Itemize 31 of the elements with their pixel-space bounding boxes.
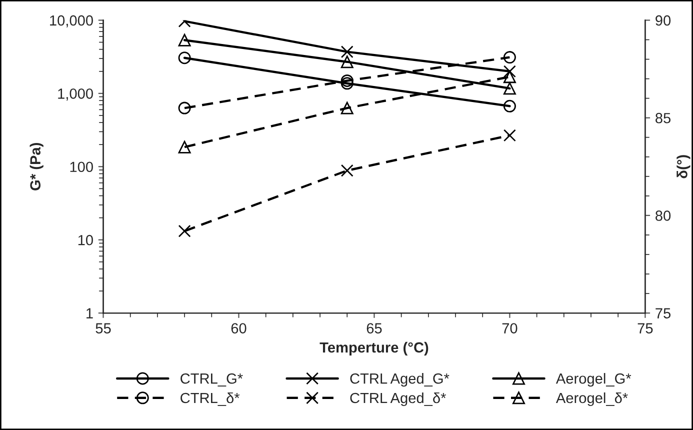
y-tick-label: 10,000 [50, 15, 93, 28]
legend-label: CTRL_G* [180, 373, 243, 386]
y2-tick-label: 75 [656, 308, 671, 318]
y-tick-label: 10 [78, 234, 93, 246]
legend-label: Aerogel_G* [556, 373, 632, 387]
x-tick-label: 70 [502, 323, 518, 334]
y2-tick-label: 90 [656, 15, 671, 26]
legend-label: CTRL Aged_G* [350, 373, 450, 387]
x-tick-label: 65 [366, 323, 382, 334]
y-tick-label: 1,000 [58, 88, 93, 101]
point [340, 77, 354, 90]
y-tick-label: 1 [86, 308, 93, 318]
point [340, 46, 354, 58]
point [503, 100, 516, 112]
point [178, 34, 191, 46]
legend-label: Aerogel_δ* [556, 392, 628, 406]
y2-tick-label: 80 [656, 210, 671, 221]
legend-label: CTRL_δ* [180, 392, 240, 406]
point [503, 65, 516, 78]
y-axis-title: G* (Pa) [30, 143, 44, 190]
point [178, 52, 191, 64]
x-tick-label: 55 [96, 323, 111, 334]
y-tick-label: 100 [70, 162, 93, 172]
point [503, 82, 516, 95]
legend-label: CTRL Aged_δ* [350, 392, 446, 406]
point [340, 56, 354, 68]
y2-axis-title: δ(°) [676, 155, 690, 178]
x-axis-title: Temperture (°C) [320, 342, 428, 356]
y2-tick-label: 85 [656, 112, 671, 124]
x-tick-label: 75 [638, 323, 653, 334]
x-tick-label: 60 [231, 323, 246, 334]
